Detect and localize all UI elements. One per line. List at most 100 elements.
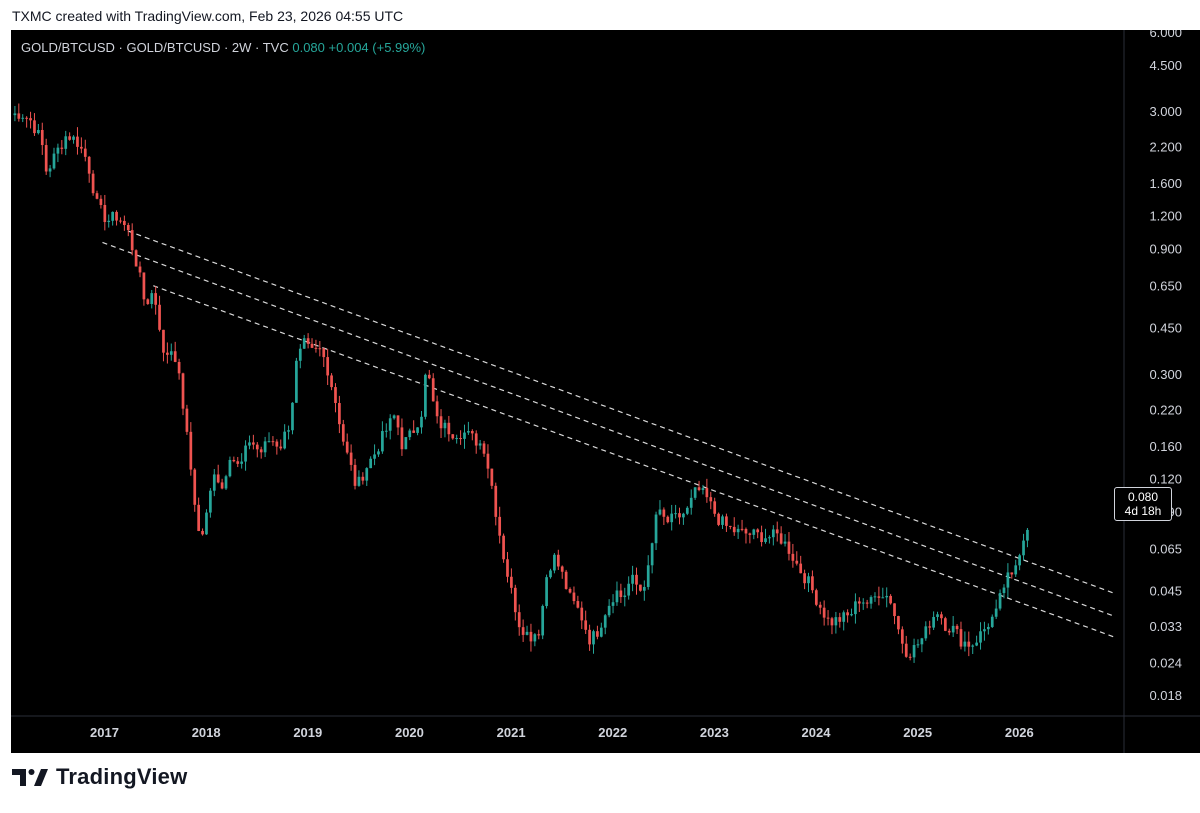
y-tick-label: 0.018 xyxy=(1149,688,1182,703)
candle-body xyxy=(967,641,971,647)
candle-body xyxy=(400,427,404,450)
candle-body xyxy=(775,529,779,534)
candle-body xyxy=(814,590,818,605)
candle-body xyxy=(263,441,267,453)
candlestick-chart[interactable]: 6.000 4.500 3.000 2.200 1.600 1.200 0.900 0.650… xyxy=(11,30,1200,753)
candle-body xyxy=(682,513,685,518)
candle-body xyxy=(1022,540,1025,556)
candle-body xyxy=(447,422,451,435)
candle-body xyxy=(1002,587,1006,594)
candle-body xyxy=(134,250,138,267)
candle-body xyxy=(115,211,118,221)
candle-body xyxy=(240,461,244,464)
candle-body xyxy=(846,612,849,616)
candle-body xyxy=(404,437,408,450)
candle-body xyxy=(353,464,357,486)
candle-body xyxy=(838,617,842,622)
candle-body xyxy=(212,474,216,491)
candle-body xyxy=(850,614,853,616)
candle-body xyxy=(162,329,165,353)
candle-body xyxy=(627,583,631,596)
candle-body xyxy=(451,434,455,439)
candle-body xyxy=(658,509,662,515)
candle-body xyxy=(732,526,736,533)
candle-body xyxy=(463,432,466,439)
candle-body xyxy=(126,225,130,231)
candle-body xyxy=(169,351,173,355)
y-tick-label: 2.200 xyxy=(1149,140,1182,155)
candle-body xyxy=(1018,555,1021,566)
candle-body xyxy=(388,418,392,431)
candle-body xyxy=(424,374,427,417)
candle-body xyxy=(596,631,599,637)
candle-body xyxy=(146,299,150,304)
candle-body xyxy=(869,597,873,604)
candle-body xyxy=(369,458,373,469)
candle-body xyxy=(689,497,693,508)
candle-body xyxy=(87,156,91,174)
candle-body xyxy=(881,597,885,599)
candle-body xyxy=(955,625,959,630)
candle-body xyxy=(244,445,247,462)
candle-body xyxy=(142,272,146,300)
brand-name: TradingView xyxy=(56,764,188,789)
candle-body xyxy=(861,602,865,604)
candle-body xyxy=(783,541,787,544)
y-tick-label: 4.500 xyxy=(1149,58,1182,73)
x-tick-label: 2017 xyxy=(90,725,119,740)
candle-body xyxy=(216,474,220,483)
candle-body xyxy=(521,627,525,635)
candle-body xyxy=(29,118,32,121)
current-price-tag: 0.080 4d 18h xyxy=(1114,487,1172,521)
candle-body xyxy=(107,220,111,223)
candle-body xyxy=(52,153,56,169)
price-change: +0.004 (+5.99%) xyxy=(328,40,426,55)
candle-body xyxy=(603,615,607,628)
candle-body xyxy=(56,147,60,154)
candle-body xyxy=(893,603,896,617)
candle-body xyxy=(701,488,705,491)
candle-body xyxy=(666,516,670,523)
candle-body xyxy=(654,514,658,544)
candle-body xyxy=(975,642,978,646)
candle-body xyxy=(513,587,517,613)
candle-body xyxy=(482,443,486,454)
candle-body xyxy=(924,626,928,639)
chart-panel[interactable]: 6.000 4.500 3.000 2.200 1.600 1.200 0.900 0.650… xyxy=(11,30,1200,753)
candle-body xyxy=(932,616,935,628)
x-tick-label: 2024 xyxy=(802,725,832,740)
candle-body xyxy=(713,501,717,514)
candle-body xyxy=(1010,572,1014,575)
candle-body xyxy=(490,468,494,486)
candle-body xyxy=(791,553,795,561)
x-tick-label: 2026 xyxy=(1005,725,1034,740)
candle-body xyxy=(877,596,881,598)
candle-body xyxy=(37,129,40,134)
candle-body xyxy=(752,529,756,535)
candle-body xyxy=(76,136,79,147)
candle-body xyxy=(310,343,314,348)
candle-body xyxy=(756,529,760,533)
candle-body xyxy=(502,535,505,560)
candle-body xyxy=(779,533,783,544)
candle-body xyxy=(1014,565,1018,575)
candle-body xyxy=(201,530,204,535)
candle-body xyxy=(384,430,388,432)
candle-body xyxy=(44,145,48,172)
candle-body xyxy=(599,627,603,637)
candle-body xyxy=(68,136,71,140)
candle-body xyxy=(826,617,830,619)
candle-body xyxy=(349,452,353,465)
candle-body xyxy=(572,592,576,602)
candle-body xyxy=(623,595,627,598)
candle-body xyxy=(357,476,361,486)
candle-body xyxy=(830,618,834,626)
candle-body xyxy=(979,631,982,643)
y-tick-label: 0.160 xyxy=(1149,439,1182,454)
candle-body xyxy=(111,211,114,221)
tradingview-logo[interactable]: TradingView xyxy=(12,764,187,790)
candle-body xyxy=(295,360,298,403)
candle-body xyxy=(834,617,838,626)
candle-body xyxy=(314,347,318,349)
candle-body xyxy=(306,338,310,344)
